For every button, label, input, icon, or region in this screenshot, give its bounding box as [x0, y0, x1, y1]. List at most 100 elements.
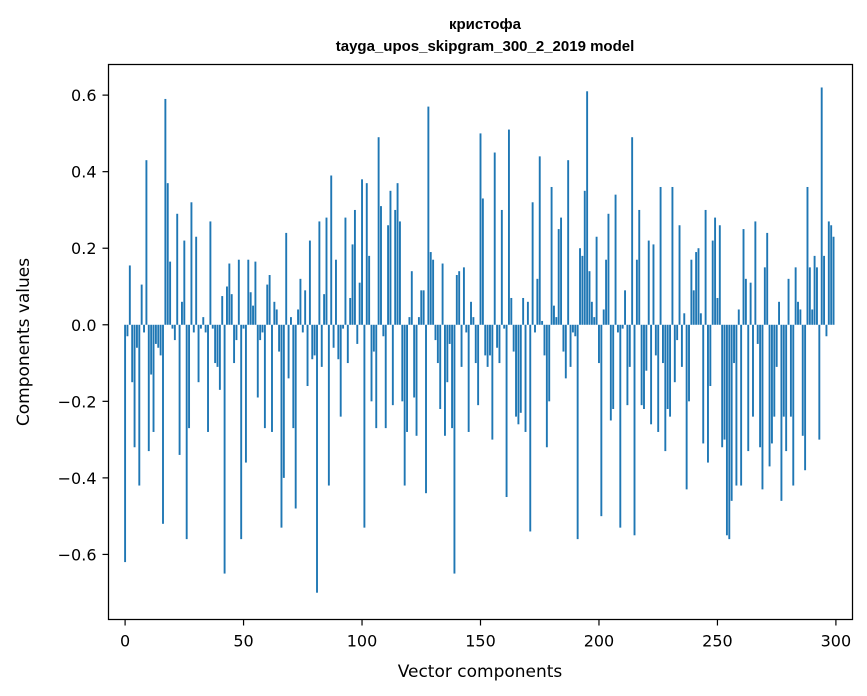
bar — [581, 255, 584, 325]
bar — [290, 317, 292, 325]
bar — [451, 324, 454, 429]
bar — [252, 305, 254, 325]
bar — [550, 186, 553, 325]
bar — [408, 317, 411, 325]
bar — [489, 324, 491, 356]
bar — [607, 213, 610, 325]
bar — [576, 324, 579, 540]
bar — [770, 324, 773, 444]
bar — [301, 324, 304, 333]
bar — [517, 324, 520, 425]
bar — [372, 324, 375, 352]
bar — [474, 324, 477, 364]
bar — [439, 324, 442, 409]
bar — [825, 324, 828, 337]
bar — [268, 275, 271, 325]
bar — [524, 324, 527, 432]
bar — [680, 324, 683, 367]
bar — [327, 324, 330, 486]
bar — [223, 324, 226, 574]
bar — [794, 267, 797, 325]
y-tick-label: 0.2 — [71, 239, 96, 258]
bar — [498, 324, 501, 364]
bar — [676, 324, 679, 341]
bar — [422, 290, 425, 325]
bar — [830, 225, 833, 325]
bar — [503, 324, 506, 329]
bar — [159, 324, 162, 356]
bar — [481, 198, 484, 325]
bar — [417, 317, 420, 325]
bar — [752, 324, 754, 417]
bar — [124, 324, 127, 563]
bar — [486, 324, 489, 367]
bar — [351, 244, 354, 325]
bar — [462, 267, 465, 325]
bar — [256, 324, 259, 398]
bar — [808, 267, 811, 325]
bar — [363, 324, 366, 528]
bar — [747, 324, 750, 452]
bar — [242, 324, 245, 329]
bar — [147, 324, 150, 452]
bar — [638, 209, 641, 325]
bar — [787, 278, 790, 325]
bar — [766, 232, 769, 325]
bar — [140, 284, 143, 325]
bar — [605, 259, 608, 325]
bar — [297, 309, 300, 325]
bar — [477, 324, 480, 406]
bar — [567, 160, 570, 325]
bar — [721, 324, 724, 448]
bar — [441, 263, 444, 325]
bar — [827, 221, 830, 325]
bar — [534, 324, 536, 333]
x-tick-label: 300 — [821, 632, 852, 651]
bar — [320, 324, 323, 367]
bar — [571, 324, 574, 333]
x-tick-label: 200 — [584, 632, 615, 651]
bar — [304, 290, 307, 325]
x-axis-ticks: 0 50 100 150 200 250 300 — [120, 619, 852, 651]
bar — [271, 324, 273, 432]
x-axis-label: Vector components — [398, 662, 563, 682]
bar — [510, 297, 513, 325]
bar — [586, 91, 589, 325]
bar — [543, 324, 546, 356]
bar — [382, 324, 385, 337]
bar — [325, 217, 328, 325]
bar — [645, 324, 648, 371]
bar — [190, 202, 193, 325]
bar — [181, 301, 183, 325]
bar — [782, 324, 785, 417]
bar — [749, 282, 752, 325]
bar — [650, 324, 653, 425]
bar — [792, 324, 795, 486]
bar — [678, 225, 681, 325]
x-tick-label: 0 — [120, 632, 130, 651]
bar — [801, 324, 804, 436]
y-tick-label: 0.6 — [71, 86, 96, 105]
y-tick-label: 0.0 — [71, 316, 96, 335]
bar — [368, 255, 371, 325]
bar — [553, 305, 555, 325]
bar — [131, 324, 134, 383]
bar — [780, 324, 783, 501]
bar — [176, 213, 179, 325]
bar — [595, 236, 598, 325]
bar — [365, 183, 368, 325]
bar — [723, 324, 726, 440]
bar — [375, 324, 378, 429]
bar — [806, 186, 809, 325]
bar — [560, 217, 563, 325]
bar — [292, 324, 295, 429]
bar — [266, 284, 269, 325]
bar — [316, 324, 318, 593]
bar — [718, 225, 721, 325]
bar — [669, 324, 672, 417]
bar — [730, 324, 733, 501]
bar — [420, 290, 423, 325]
bar — [432, 259, 435, 325]
bar — [204, 324, 207, 333]
bar — [346, 324, 349, 364]
